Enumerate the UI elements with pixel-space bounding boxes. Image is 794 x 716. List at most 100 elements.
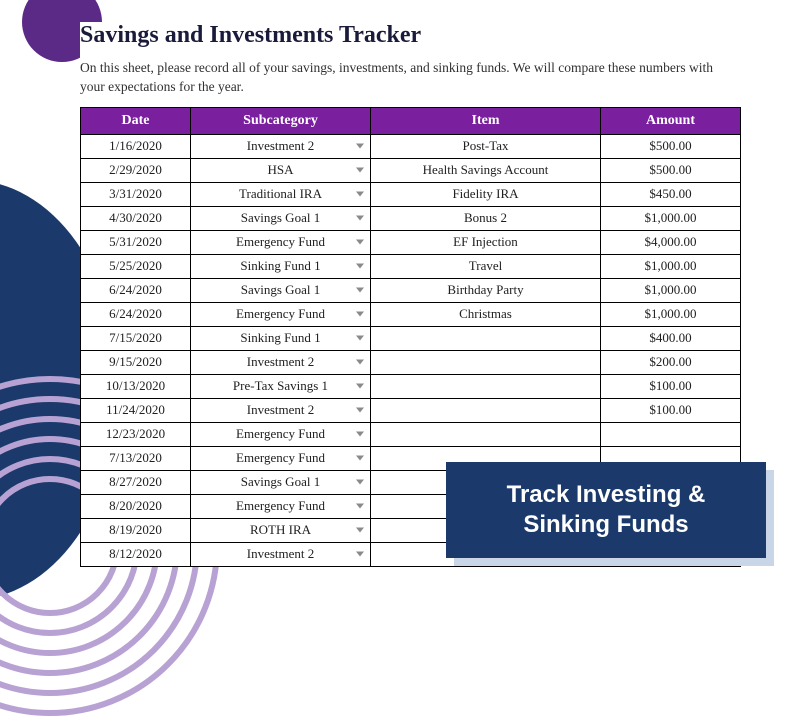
chevron-down-icon[interactable]	[356, 336, 364, 341]
cell-amount[interactable]: $100.00	[601, 398, 741, 422]
table-row: 12/23/2020 Emergency Fund	[81, 422, 741, 446]
cell-date[interactable]: 7/13/2020	[81, 446, 191, 470]
cell-date[interactable]: 6/24/2020	[81, 278, 191, 302]
cell-item[interactable]: Health Savings Account	[371, 158, 601, 182]
cell-subcategory[interactable]: Emergency Fund	[191, 446, 371, 470]
cell-subcategory[interactable]: HSA	[191, 158, 371, 182]
cell-date[interactable]: 7/15/2020	[81, 326, 191, 350]
subcategory-value: Emergency Fund	[236, 426, 325, 441]
cell-date[interactable]: 4/30/2020	[81, 206, 191, 230]
subcategory-value: HSA	[267, 162, 293, 177]
cell-subcategory[interactable]: Emergency Fund	[191, 494, 371, 518]
overlay-line-1: Track Investing &	[474, 480, 738, 510]
cell-subcategory[interactable]: Savings Goal 1	[191, 470, 371, 494]
cell-date[interactable]: 8/27/2020	[81, 470, 191, 494]
cell-item[interactable]: Fidelity IRA	[371, 182, 601, 206]
col-sub-header: Subcategory	[191, 107, 371, 134]
cell-item[interactable]	[371, 350, 601, 374]
chevron-down-icon[interactable]	[356, 384, 364, 389]
chevron-down-icon[interactable]	[356, 144, 364, 149]
chevron-down-icon[interactable]	[356, 216, 364, 221]
chevron-down-icon[interactable]	[356, 360, 364, 365]
cell-amount[interactable]: $1,000.00	[601, 254, 741, 278]
cell-amount[interactable]: $1,000.00	[601, 278, 741, 302]
cell-date[interactable]: 12/23/2020	[81, 422, 191, 446]
cell-date[interactable]: 5/25/2020	[81, 254, 191, 278]
col-item-header: Item	[371, 107, 601, 134]
col-date-header: Date	[81, 107, 191, 134]
cell-date[interactable]: 6/24/2020	[81, 302, 191, 326]
cell-subcategory[interactable]: Pre-Tax Savings 1	[191, 374, 371, 398]
chevron-down-icon[interactable]	[356, 456, 364, 461]
subcategory-value: ROTH IRA	[250, 522, 311, 537]
table-row: 3/31/2020Traditional IRAFidelity IRA$450…	[81, 182, 741, 206]
cell-date[interactable]: 2/29/2020	[81, 158, 191, 182]
cell-item[interactable]	[371, 422, 601, 446]
cell-date[interactable]: 10/13/2020	[81, 374, 191, 398]
chevron-down-icon[interactable]	[356, 552, 364, 557]
cell-date[interactable]: 8/19/2020	[81, 518, 191, 542]
cell-amount[interactable]: $450.00	[601, 182, 741, 206]
chevron-down-icon[interactable]	[356, 192, 364, 197]
cell-date[interactable]: 8/12/2020	[81, 542, 191, 566]
cell-subcategory[interactable]: Emergency Fund	[191, 422, 371, 446]
table-row: 5/25/2020Sinking Fund 1Travel$1,000.00	[81, 254, 741, 278]
cell-subcategory[interactable]: Sinking Fund 1	[191, 326, 371, 350]
cell-item[interactable]	[371, 398, 601, 422]
cell-item[interactable]: Bonus 2	[371, 206, 601, 230]
chevron-down-icon[interactable]	[356, 432, 364, 437]
chevron-down-icon[interactable]	[356, 480, 364, 485]
subcategory-value: Savings Goal 1	[241, 210, 320, 225]
table-row: 4/30/2020 Savings Goal 1 Bonus 2$1,000.00	[81, 206, 741, 230]
cell-subcategory[interactable]: Sinking Fund 1	[191, 254, 371, 278]
cell-amount[interactable]: $1,000.00	[601, 206, 741, 230]
chevron-down-icon[interactable]	[356, 528, 364, 533]
cell-item[interactable]: Christmas	[371, 302, 601, 326]
cell-subcategory[interactable]: Investment 2	[191, 542, 371, 566]
chevron-down-icon[interactable]	[356, 240, 364, 245]
cell-date[interactable]: 1/16/2020	[81, 134, 191, 158]
subcategory-value: Emergency Fund	[236, 306, 325, 321]
table-row: 5/31/2020Emergency FundEF Injection$4,00…	[81, 230, 741, 254]
cell-subcategory[interactable]: Traditional IRA	[191, 182, 371, 206]
cell-item[interactable]	[371, 374, 601, 398]
chevron-down-icon[interactable]	[356, 264, 364, 269]
cell-date[interactable]: 9/15/2020	[81, 350, 191, 374]
chevron-down-icon[interactable]	[356, 312, 364, 317]
chevron-down-icon[interactable]	[356, 168, 364, 173]
cell-amount[interactable]: $1,000.00	[601, 302, 741, 326]
cell-amount[interactable]: $500.00	[601, 134, 741, 158]
chevron-down-icon[interactable]	[356, 288, 364, 293]
overlay-line-2: Sinking Funds	[474, 510, 738, 540]
table-row: 2/29/2020 HSA Health Savings Account$500.0…	[81, 158, 741, 182]
cell-subcategory[interactable]: ROTH IRA	[191, 518, 371, 542]
cell-item[interactable]: Travel	[371, 254, 601, 278]
cell-amount[interactable]: $400.00	[601, 326, 741, 350]
cell-amount[interactable]: $100.00	[601, 374, 741, 398]
table-row: 11/24/2020Investment 2 $100.00	[81, 398, 741, 422]
chevron-down-icon[interactable]	[356, 408, 364, 413]
table-row: 7/15/2020Sinking Fund 1 $400.00	[81, 326, 741, 350]
cell-subcategory[interactable]: Investment 2	[191, 350, 371, 374]
cell-subcategory[interactable]: Emergency Fund	[191, 230, 371, 254]
cell-subcategory[interactable]: Emergency Fund	[191, 302, 371, 326]
cell-date[interactable]: 11/24/2020	[81, 398, 191, 422]
cell-amount[interactable]: $500.00	[601, 158, 741, 182]
cell-item[interactable]: Post-Tax	[371, 134, 601, 158]
subcategory-value: Emergency Fund	[236, 450, 325, 465]
cell-item[interactable]: Birthday Party	[371, 278, 601, 302]
cell-subcategory[interactable]: Investment 2	[191, 398, 371, 422]
cell-subcategory[interactable]: Investment 2	[191, 134, 371, 158]
cell-date[interactable]: 8/20/2020	[81, 494, 191, 518]
cell-amount[interactable]	[601, 422, 741, 446]
cell-amount[interactable]: $4,000.00	[601, 230, 741, 254]
chevron-down-icon[interactable]	[356, 504, 364, 509]
cell-amount[interactable]: $200.00	[601, 350, 741, 374]
cell-item[interactable]: EF Injection	[371, 230, 601, 254]
cell-subcategory[interactable]: Savings Goal 1	[191, 206, 371, 230]
page-title: Savings and Investments Tracker	[80, 22, 764, 49]
cell-subcategory[interactable]: Savings Goal 1	[191, 278, 371, 302]
cell-date[interactable]: 5/31/2020	[81, 230, 191, 254]
cell-date[interactable]: 3/31/2020	[81, 182, 191, 206]
cell-item[interactable]	[371, 326, 601, 350]
